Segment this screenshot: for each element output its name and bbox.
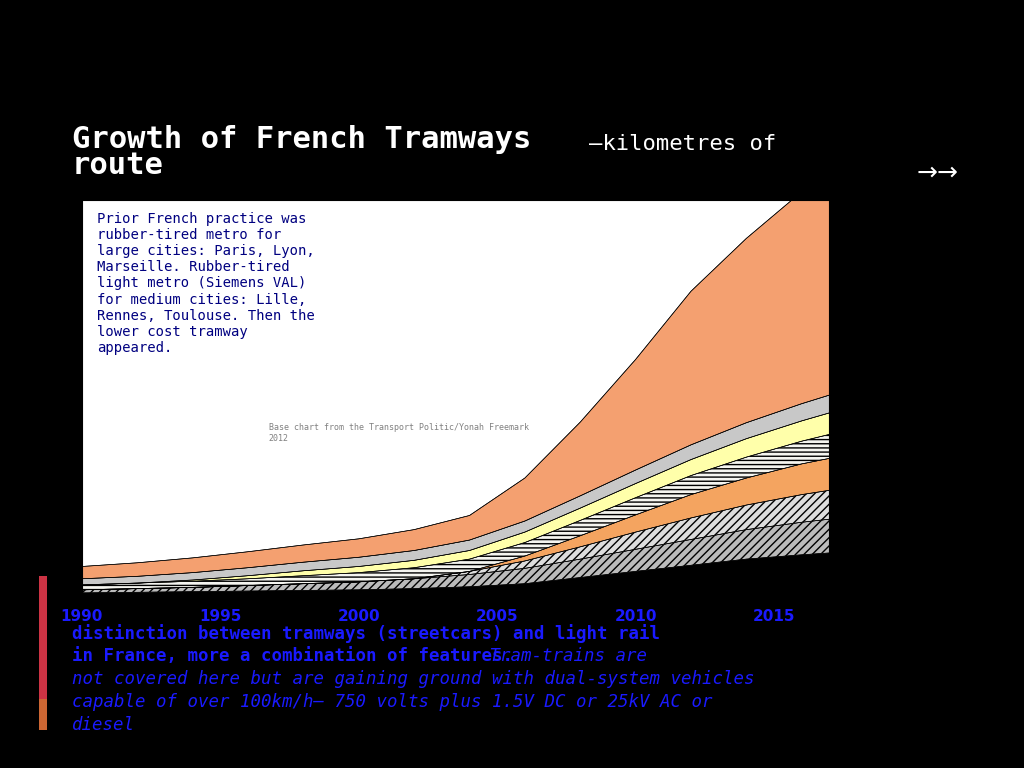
Text: →→: →→ <box>916 161 958 185</box>
Text: Montpellier: Montpellier <box>845 433 919 445</box>
Text: Paris: Paris <box>845 528 877 541</box>
Text: diesel: diesel <box>72 716 135 733</box>
Text: Tram-trains are: Tram-trains are <box>479 647 647 664</box>
Text: Base chart from the Transport Politic/Yonah Freemark
2012: Base chart from the Transport Politic/Yo… <box>268 423 528 442</box>
Text: route: route <box>72 151 164 180</box>
Text: —kilometres of: —kilometres of <box>589 134 776 154</box>
Text: Growth of French Tramways: Growth of French Tramways <box>72 124 531 154</box>
Text: capable of over 100km/h— 750 volts plus 1.5V DC or 25kV AC or: capable of over 100km/h— 750 volts plus … <box>72 693 712 710</box>
Text: Prior French practice was
rubber-tired metro for
large cities: Paris, Lyon,
Mars: Prior French practice was rubber-tired m… <box>97 212 314 356</box>
Text: Bordeaux: Bordeaux <box>845 407 908 420</box>
Text: not covered here but are gaining ground with dual-system vehicles: not covered here but are gaining ground … <box>72 670 755 687</box>
Text: in France, more a combination of features.: in France, more a combination of feature… <box>72 647 513 664</box>
Text: Lyon: Lyon <box>845 463 876 475</box>
Text: Strasbourg: Strasbourg <box>845 359 918 372</box>
Text: distinction between tramways (streetcars) and light rail: distinction between tramways (streetcars… <box>72 624 659 643</box>
Text: Grenoble: Grenoble <box>845 335 905 348</box>
Text: Nantes: Nantes <box>845 383 891 396</box>
Text: All Other
Cities: All Other Cities <box>845 233 902 262</box>
